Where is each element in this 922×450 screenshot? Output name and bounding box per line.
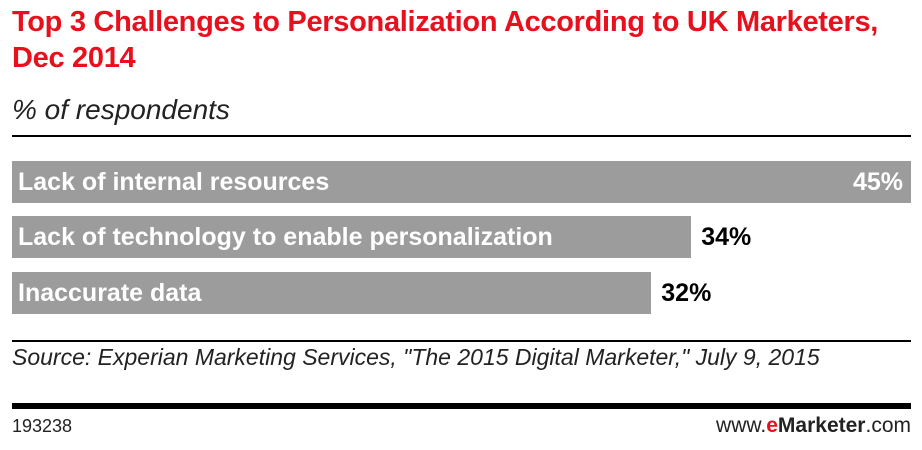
source-divider [12,340,911,342]
value-label: 34% [701,223,752,251]
category-label: Inaccurate data [18,279,202,307]
brand-suffix: .com [865,414,911,437]
brand-prefix: www. [716,414,767,437]
chart-subtitle: % of respondents [12,94,230,125]
bar [12,216,692,258]
chart-id: 193238 [12,416,73,436]
brand-name: Marketer [777,414,866,437]
category-label: Lack of technology to enable personaliza… [18,223,553,251]
footer-divider [12,403,911,409]
bar [12,161,911,203]
bar [12,272,652,314]
value-label: 45% [852,168,903,196]
category-label: Lack of internal resources [18,168,330,196]
source-note: Source: Experian Marketing Services, "Th… [12,344,820,370]
value-label: 32% [661,279,712,307]
brand-e: e [766,414,778,437]
emarketer-link[interactable]: www.eMarketer.com [716,414,911,438]
top-divider [12,135,911,137]
chart-title: Top 3 Challenges to Personalization Acco… [12,6,879,74]
